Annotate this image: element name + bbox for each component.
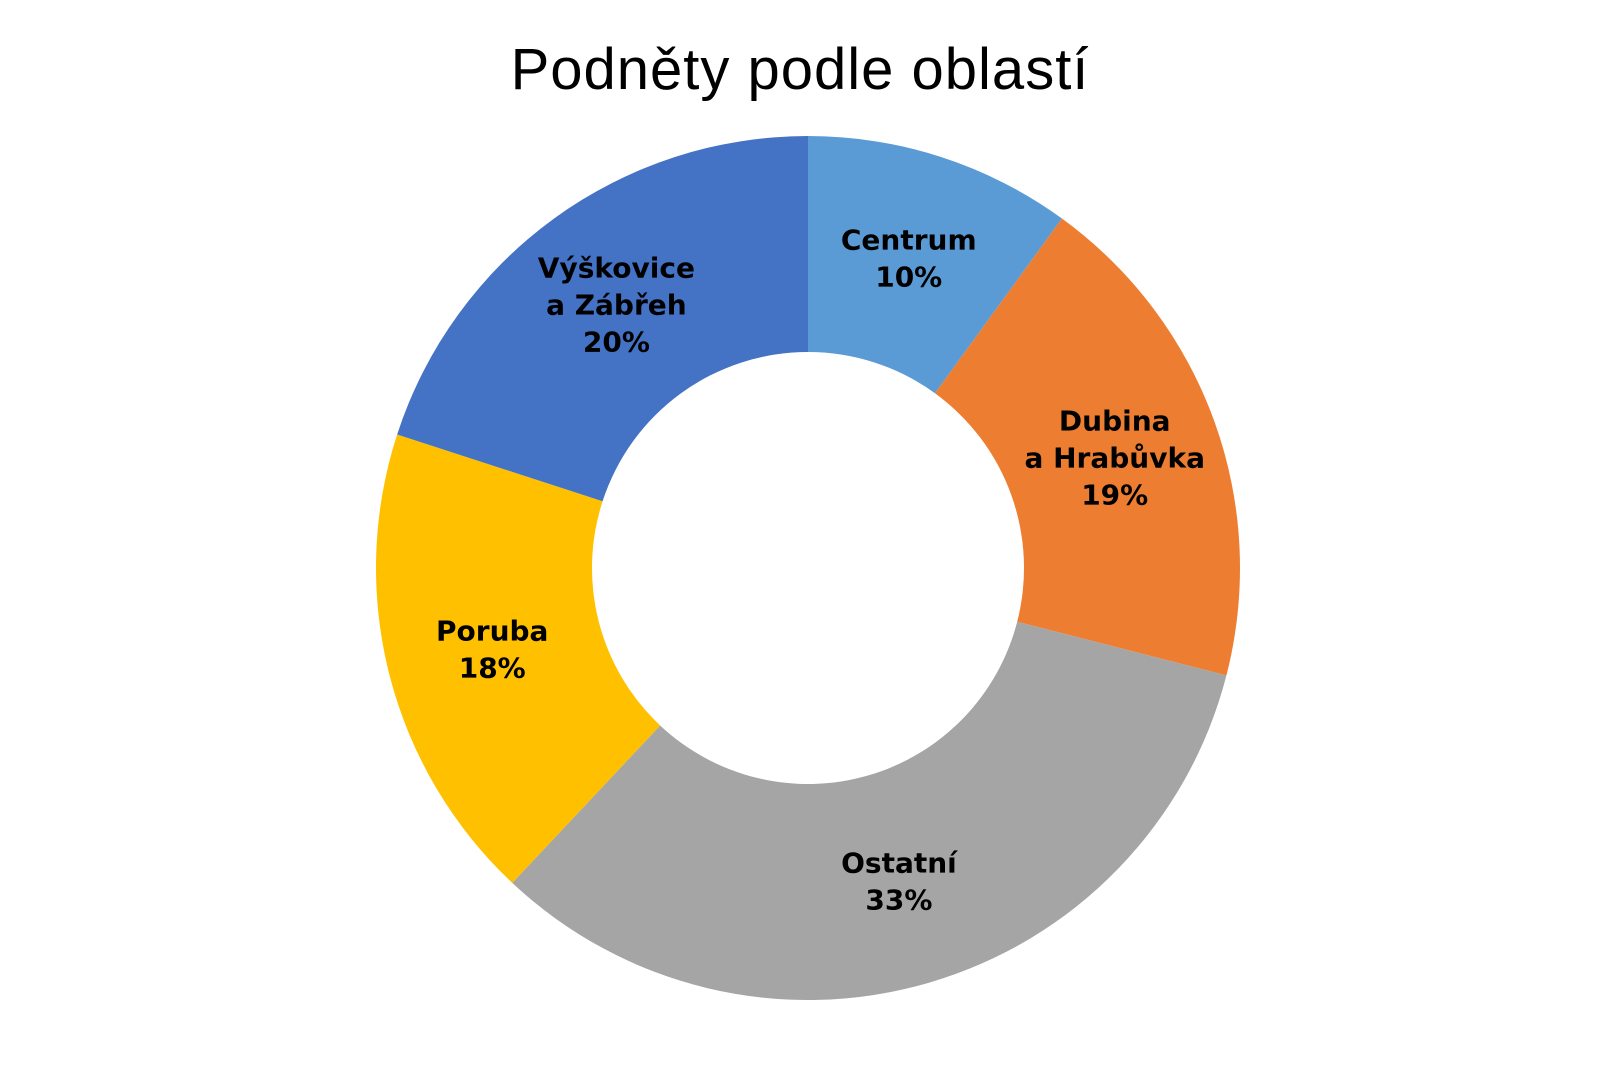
slice-label: Ostatní 33% [841, 847, 958, 917]
slice-label: Výškovice a Zábřeh 20% [538, 251, 695, 358]
donut-slice [376, 434, 661, 883]
slice-value-label: 19% [1081, 479, 1148, 512]
slice-category-label: a Zábřeh [546, 288, 687, 321]
donut-slice [808, 136, 1062, 394]
donut-slice [512, 621, 1227, 1001]
donut-slice [934, 218, 1240, 676]
slice-value-label: 20% [583, 325, 650, 358]
slice-label: Poruba 18% [436, 615, 548, 685]
labels-group: Centrum 10% Dubina a Hrabůvka 19% Ostatní 33% P… [436, 223, 1205, 916]
slices-group [376, 136, 1240, 1001]
slice-value-label: 18% [459, 652, 526, 685]
slice-label: Centrum 10% [841, 223, 977, 293]
slice-category-label: Dubina [1059, 405, 1171, 438]
slice-value-label: 10% [875, 260, 942, 293]
chart-title: Podněty podle oblastí [510, 37, 1090, 102]
slice-label: Dubina a Hrabůvka 19% [1024, 405, 1205, 512]
slice-category-label: Výškovice [538, 251, 695, 284]
slice-value-label: 33% [865, 884, 932, 917]
donut-slice [397, 136, 808, 502]
slice-category-label: Ostatní [841, 847, 958, 880]
slice-category-label: Centrum [841, 223, 977, 256]
slice-category-label: a Hrabůvka [1024, 442, 1205, 475]
slice-category-label: Poruba [436, 615, 548, 648]
